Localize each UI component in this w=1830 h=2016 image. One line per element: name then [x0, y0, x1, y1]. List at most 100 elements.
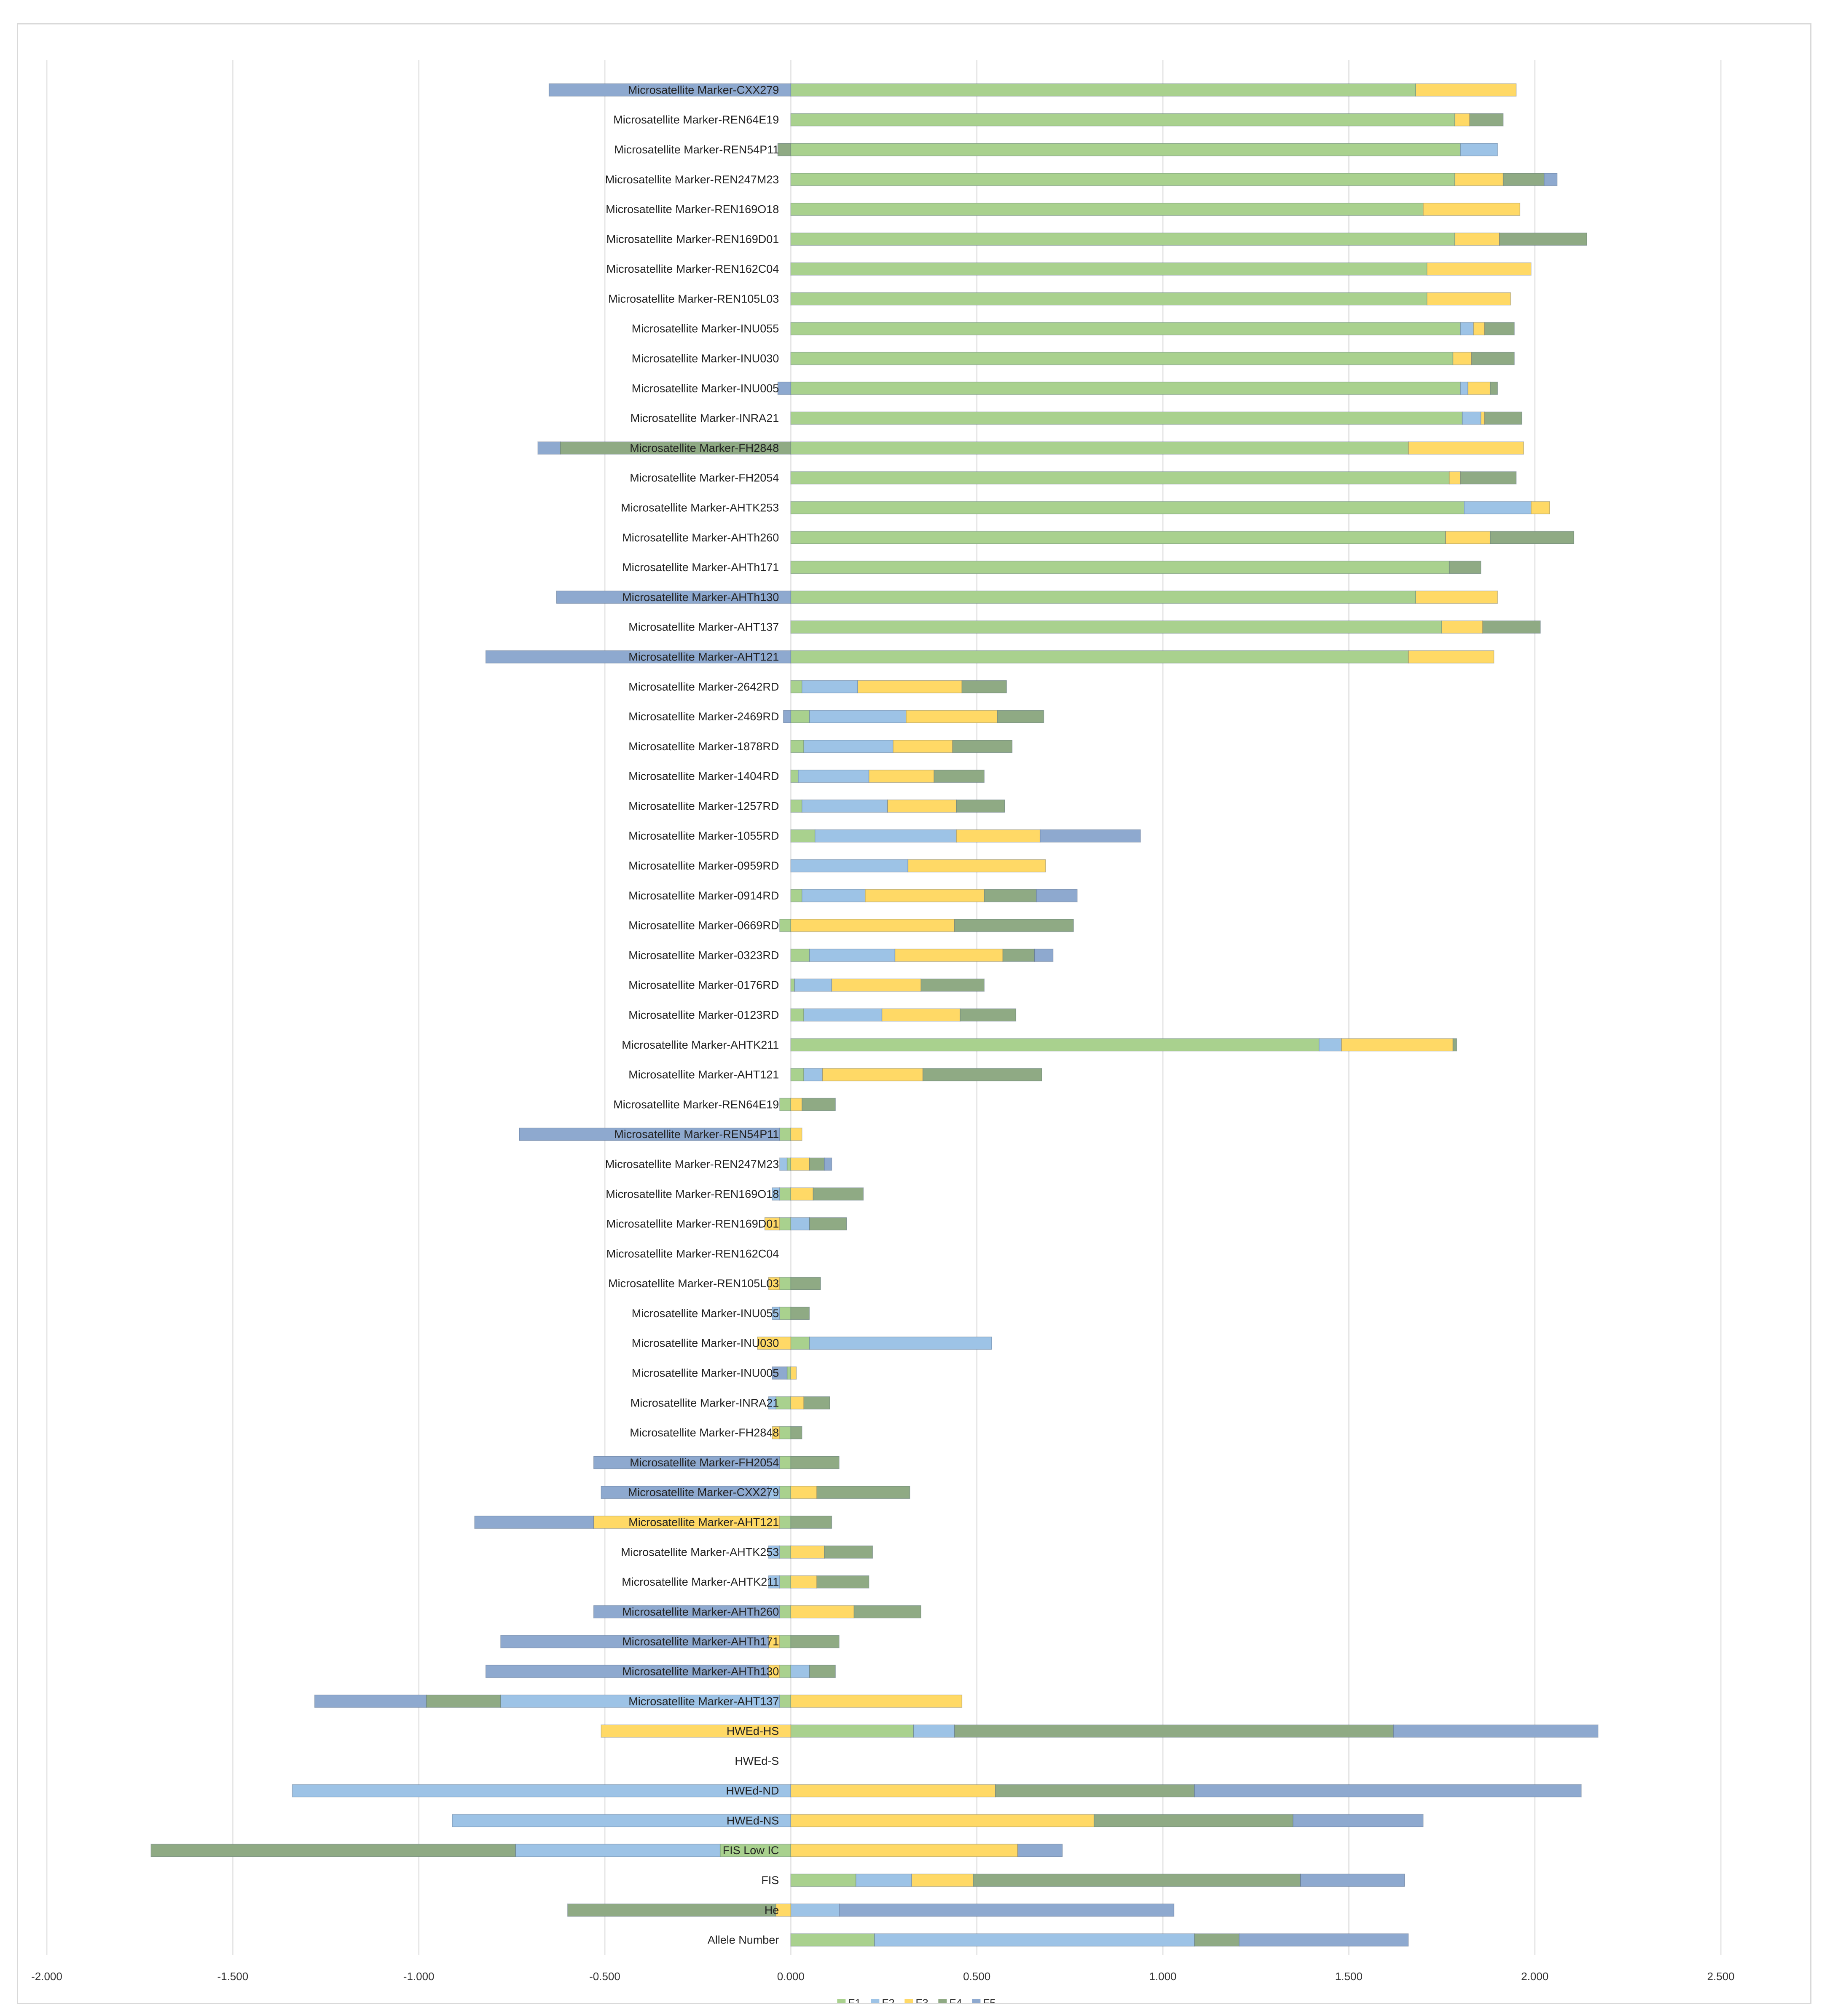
category-label: Microsatellite Marker-0323RD	[628, 949, 779, 961]
bar-segment	[1449, 471, 1461, 485]
category-label: HWEd-NS	[727, 1814, 779, 1827]
category-label: FIS Low IC	[723, 1844, 779, 1857]
bar-segment	[1489, 381, 1498, 395]
category-label: HWEd-ND	[726, 1785, 779, 1797]
bar-segment	[1449, 561, 1481, 574]
category-label: Microsatellite Marker-INU005	[632, 1367, 779, 1380]
bar-segment	[519, 1127, 780, 1141]
bar-segment	[809, 1217, 847, 1231]
bar-segment	[601, 1724, 792, 1738]
category-label: Microsatellite Marker-0123RD	[628, 1009, 779, 1021]
bar-segment	[1426, 292, 1511, 306]
bar-segment	[802, 889, 866, 902]
bar-segment	[768, 1575, 780, 1589]
category-label: Microsatellite Marker-CXX279	[628, 1486, 779, 1499]
bar-segment	[779, 1515, 792, 1529]
category-label: Microsatellite Marker-AHT137	[628, 621, 779, 634]
bar-segment	[790, 948, 810, 962]
bar-segment	[868, 770, 934, 783]
x-axis-tick-labels: -2.000 -1.500 -1.000 -0.500 0.000 0.500 1.000 1…	[31, 1970, 1734, 1983]
bar-segment	[790, 202, 1424, 216]
bar-segment	[1543, 173, 1558, 186]
bar-segment	[997, 710, 1044, 723]
category-label: Microsatellite Marker-REN54P11	[614, 1128, 779, 1141]
x-tick-label: 1.000	[1149, 1970, 1176, 1983]
bar-segment	[150, 1844, 516, 1857]
category-label: Microsatellite Marker-AHTh260	[622, 1605, 779, 1618]
bar-segment	[1471, 352, 1515, 365]
bar-segment	[485, 650, 792, 664]
category-label: Microsatellite Marker-INU005	[632, 382, 779, 395]
bar-segment	[911, 1874, 974, 1887]
bar-segment	[922, 1068, 1042, 1082]
bar-segment	[779, 1217, 792, 1231]
bar-segment	[865, 889, 985, 902]
category-label: Microsatellite Marker-AHT121	[628, 1068, 779, 1081]
category-label: Microsatellite Marker-INU055	[632, 1307, 779, 1320]
bar-segment	[906, 710, 998, 723]
bar-segment	[790, 262, 1428, 276]
bar-segment	[790, 919, 955, 932]
bar-segment	[881, 1008, 961, 1022]
bar-segment	[768, 1635, 780, 1648]
bar-segment	[952, 740, 1013, 753]
category-label: Microsatellite Marker-REN162C04	[606, 1247, 779, 1260]
x-tick-label: -1.500	[217, 1970, 248, 1983]
bar-segment	[790, 1157, 810, 1171]
bar-segment	[515, 1844, 721, 1857]
bar-segment	[779, 1277, 792, 1290]
bar-segment	[790, 1127, 802, 1141]
bar-segment	[779, 1187, 792, 1201]
category-label: HWEd-HS	[727, 1725, 779, 1737]
bar-segment	[790, 1784, 996, 1798]
bar-segment	[790, 381, 1461, 395]
bar-segment	[779, 1456, 792, 1469]
bar-segment	[779, 1098, 792, 1111]
bar-segment	[790, 591, 1416, 604]
category-label: Microsatellite Marker-INU030	[632, 1337, 779, 1350]
bar-segment	[1194, 1784, 1582, 1798]
bar-segment	[790, 352, 1454, 365]
x-tick-label: 0.000	[777, 1970, 805, 1983]
bar-segment	[779, 1426, 792, 1439]
legend-label: F2	[882, 1997, 894, 2003]
bar-segment	[809, 1337, 992, 1350]
bar-segment	[593, 1605, 780, 1619]
bar-segment	[779, 1157, 788, 1171]
bar-segment	[856, 1874, 912, 1887]
chart-svg: Microsatellite Marker-CXX279 Microsatelli…	[31, 60, 1735, 2003]
category-label: Microsatellite Marker-AHT121	[628, 1516, 779, 1528]
category-label: Microsatellite Marker-0959RD	[628, 859, 779, 872]
bar-segment	[779, 1545, 792, 1559]
bar-segment	[1489, 531, 1575, 544]
bar-segment	[907, 859, 1046, 872]
bar-segment	[1460, 381, 1468, 395]
bar-segment	[1468, 381, 1491, 395]
legend-swatch	[938, 1999, 947, 2003]
category-label: Microsatellite Marker-AHT121	[628, 650, 779, 663]
bar-segment	[768, 1277, 780, 1290]
bar-segment	[790, 1545, 825, 1559]
category-label: Microsatellite Marker-0176RD	[628, 979, 779, 991]
bar-segment	[790, 1575, 817, 1589]
bar-segment	[772, 1187, 780, 1201]
bar-segment	[790, 1635, 840, 1648]
category-label: Microsatellite Marker-FH2054	[630, 472, 779, 484]
bar-segment	[874, 1933, 1195, 1947]
bar-segment	[779, 1635, 792, 1648]
bar-segment	[1034, 948, 1054, 962]
x-tick-label: -1.000	[403, 1970, 435, 1983]
bar-segment	[813, 1187, 864, 1201]
bar-segment	[816, 1575, 869, 1589]
category-label: Microsatellite Marker-FH2848	[630, 442, 779, 454]
bar-segment	[1480, 411, 1485, 425]
category-label: Microsatellite Marker-INRA21	[631, 1396, 779, 1409]
category-label: Microsatellite Marker-REN247M23	[605, 173, 779, 186]
category-label: Microsatellite Marker-INU055	[632, 322, 779, 335]
category-label: Microsatellite Marker-FH2054	[630, 1456, 779, 1469]
bar-segment	[452, 1814, 792, 1828]
category-label: Allele Number	[708, 1934, 779, 1946]
bar-segment	[775, 1903, 792, 1917]
bar-segment	[1293, 1814, 1424, 1828]
legend-label: F5	[983, 1997, 995, 2003]
